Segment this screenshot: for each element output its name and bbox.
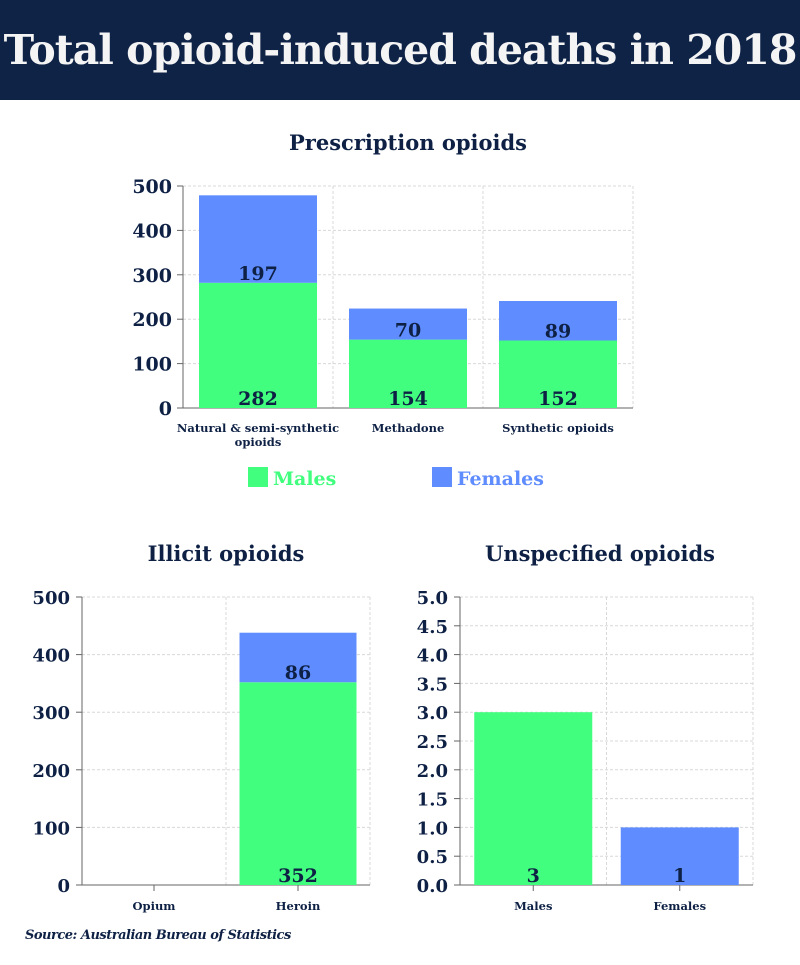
x-tick-label: Males: [514, 899, 552, 913]
x-tick-label: Heroin: [276, 899, 321, 913]
y-tick-label: 2.5: [417, 732, 448, 753]
y-tick-label: 1.0: [417, 818, 448, 839]
legend-label-males: Males: [273, 468, 336, 490]
chart-title: Prescription opioids: [289, 130, 527, 155]
bar-females: [499, 300, 617, 341]
x-tick-label: opioids: [235, 435, 282, 449]
y-tick-label: 0.5: [417, 847, 448, 868]
y-tick-label: 200: [132, 309, 172, 331]
y-tick-label: 200: [32, 761, 70, 782]
legend-swatch-females: [432, 467, 452, 487]
data-label: 70: [395, 320, 421, 342]
data-label: 197: [238, 263, 278, 285]
bar-females: [199, 195, 317, 283]
data-label: 152: [538, 388, 578, 410]
y-tick-label: 500: [132, 176, 172, 198]
y-tick-label: 300: [132, 265, 172, 287]
data-label: 154: [388, 388, 428, 410]
y-tick-label: 0.0: [417, 876, 448, 897]
y-tick-label: 3.5: [417, 674, 448, 695]
header-banner: Total opioid-induced deaths in 2018: [0, 0, 800, 100]
y-tick-label: 300: [32, 703, 70, 724]
data-label: 352: [278, 865, 318, 887]
legend-label-females: Females: [457, 468, 544, 490]
data-label: 89: [545, 321, 571, 343]
y-tick-label: 3.0: [417, 703, 448, 724]
data-label: 3: [527, 865, 540, 887]
bar-males: [349, 339, 467, 408]
x-tick-label: Methadone: [372, 421, 445, 435]
data-label: 1: [673, 865, 686, 887]
y-tick-label: 5.0: [417, 588, 448, 609]
page-title: Total opioid-induced deaths in 2018: [3, 26, 798, 74]
data-label: 282: [238, 388, 278, 410]
bar-males: [499, 340, 617, 408]
chart-title: Unspecified opioids: [485, 541, 715, 566]
source-note: Source: Australian Bureau of Statistics: [25, 928, 291, 943]
x-tick-label: Females: [653, 899, 706, 913]
y-tick-label: 400: [32, 646, 70, 667]
chart-title: Illicit opioids: [148, 541, 305, 566]
x-tick-label: Opium: [133, 899, 176, 913]
y-tick-label: 1.5: [417, 790, 448, 811]
x-tick-label: Natural & semi-synthetic: [177, 421, 339, 435]
bar-females: [349, 308, 467, 340]
y-tick-label: 100: [132, 354, 172, 376]
bar-males: [474, 712, 593, 885]
y-tick-label: 400: [132, 220, 172, 242]
y-tick-label: 4.5: [417, 617, 448, 638]
data-label: 86: [285, 662, 311, 684]
bar-males: [239, 682, 357, 885]
x-tick-label: Synthetic opioids: [502, 421, 614, 435]
bar-females: [620, 827, 739, 885]
y-tick-label: 100: [32, 818, 70, 839]
y-tick-label: 4.0: [417, 646, 448, 667]
bar-males: [199, 282, 317, 408]
legend-swatch-males: [248, 467, 268, 487]
y-tick-label: 2.0: [417, 761, 448, 782]
y-tick-label: 0: [57, 876, 70, 897]
y-tick-label: 500: [32, 588, 70, 609]
y-tick-label: 0: [159, 398, 172, 420]
bar-females: [239, 632, 357, 683]
